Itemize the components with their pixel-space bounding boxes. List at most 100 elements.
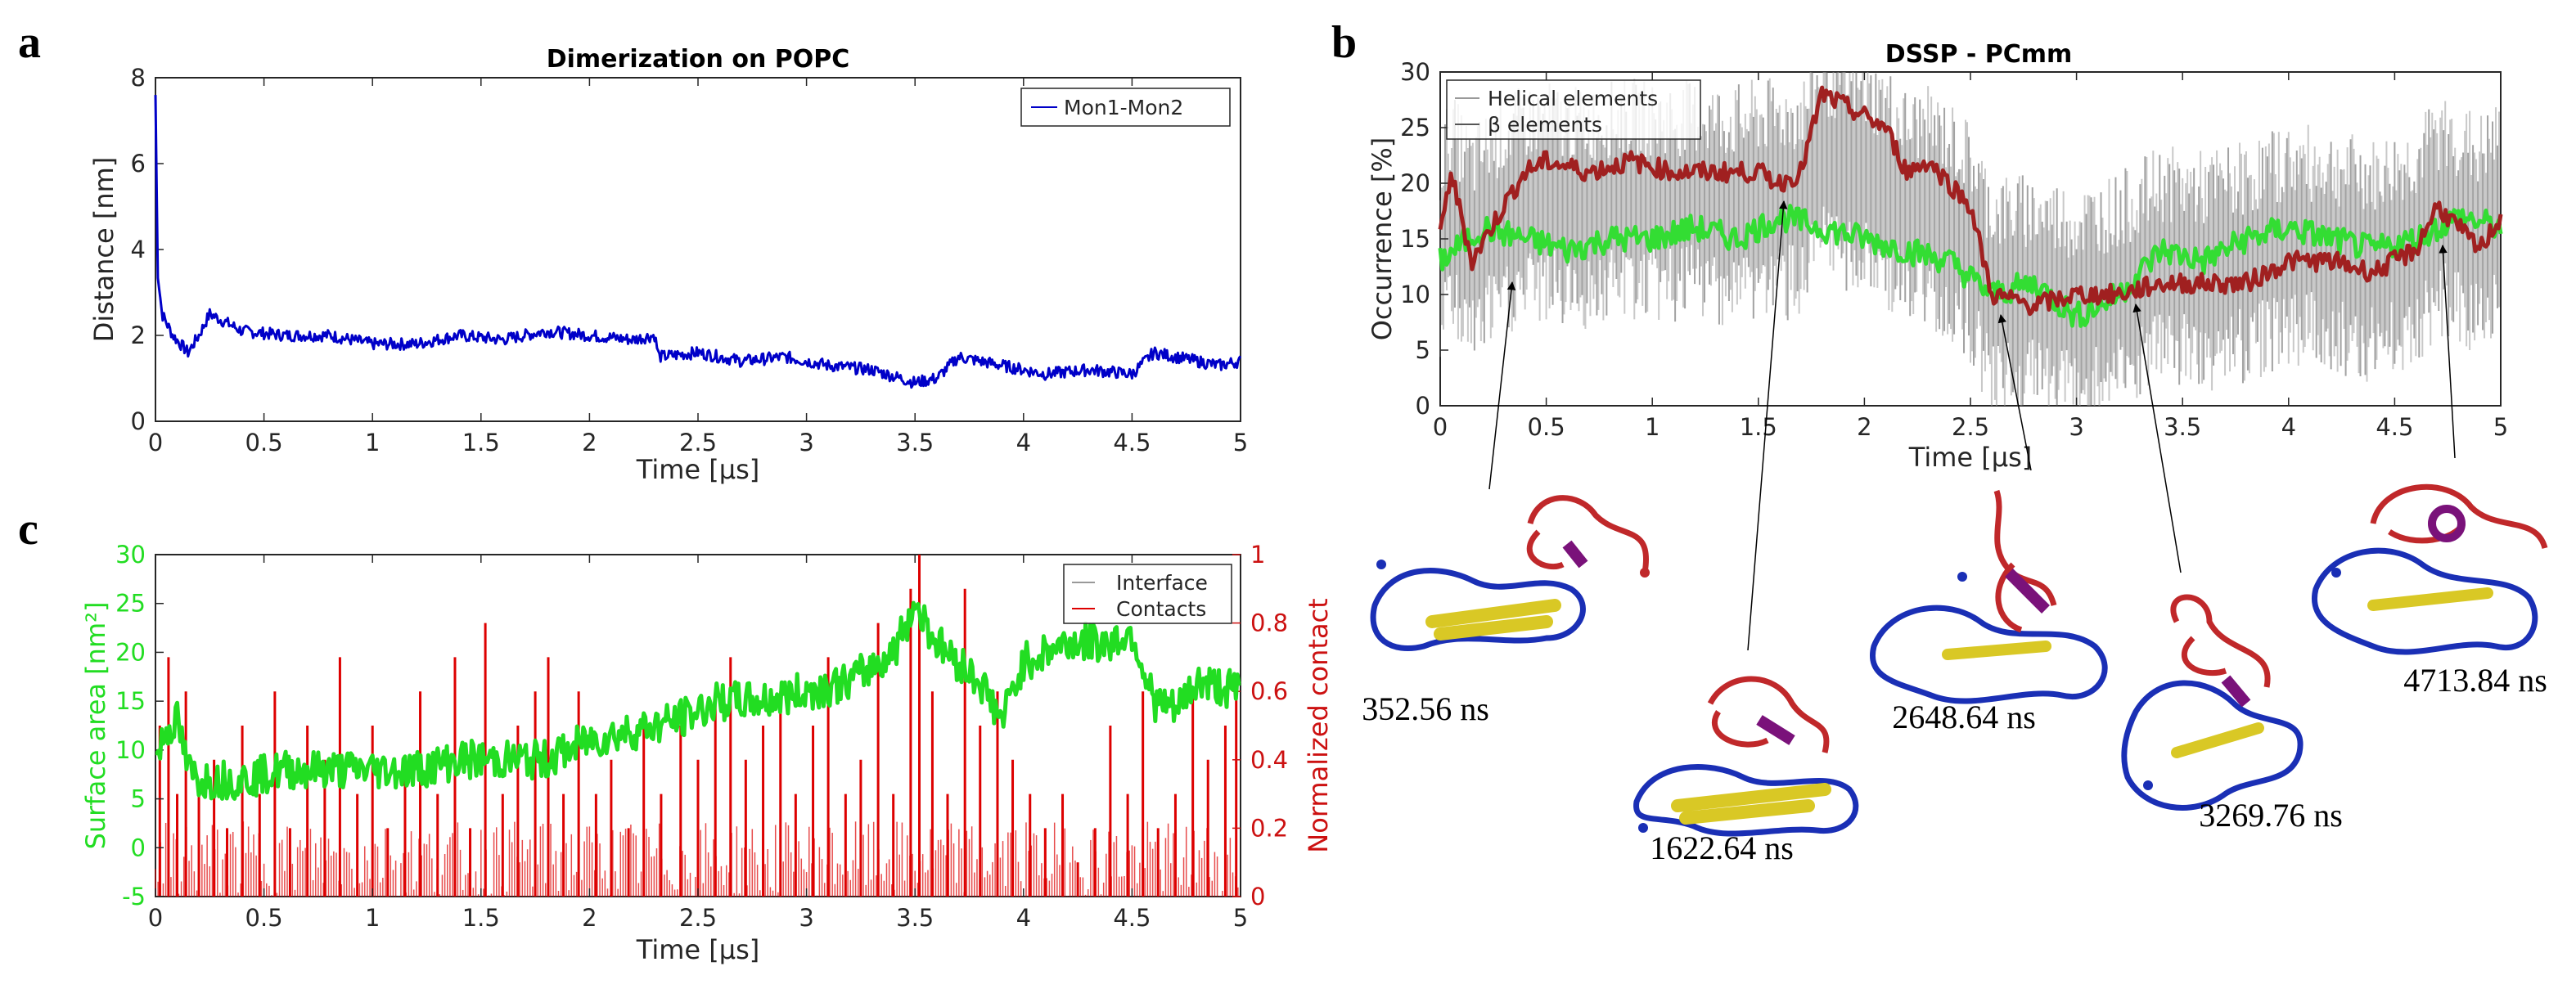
x-tick-label: 3.5 [2164,413,2201,441]
callout-label-2648: 2648.64 ns [1892,699,2036,735]
y-tick-label: 25 [1400,114,1430,142]
y-tick-label: 0 [131,834,146,861]
x-tick-label: 0.5 [245,904,283,932]
y-right-tick-label: 1 [1250,541,1265,569]
x-tick-label: 1.5 [462,429,500,456]
panel-a-series-mon1-mon2 [154,95,1242,389]
y-tick-label: 2 [131,321,146,349]
y-right-tick-label: 0.8 [1250,609,1288,637]
x-tick-label: 4.5 [1113,429,1151,456]
y-right-tick-label: 0 [1250,883,1265,910]
y-tick-label: 4 [131,236,146,263]
panel-c-legend-label-contacts: Contacts [1116,597,1206,621]
x-tick-label: 2 [1857,413,1871,441]
panel-b-chart: DSSP - PCmm 0 0.5 1 1.5 2 2.5 3 3.5 4 4.5 5 0 5 10 15… [1362,40,2548,866]
x-tick-label: 1.5 [462,904,500,932]
x-tick-label: 5 [1233,904,1248,932]
panel-a-legend: Mon1-Mon2 [1020,88,1231,127]
panel-c-legend-box [1063,564,1232,624]
y-tick-label: 15 [1400,225,1430,253]
x-tick-label: 0.5 [1528,413,1565,441]
x-tick-label: 1 [1645,413,1660,441]
panel-b-title: DSSP - PCmm [1885,40,2073,69]
x-tick-label: 2 [582,429,597,456]
y-tick-label: 0 [1416,392,1430,420]
x-tick-label: 3 [799,904,813,932]
x-tick-label: 3 [2069,413,2083,441]
callout-arrow-2648 [1997,313,2032,471]
panel-b-x-ticks: 0 0.5 1 1.5 2 2.5 3 3.5 4 4.5 5 [1433,72,2508,441]
y-tick-label: 8 [131,64,146,92]
panel-a-chart: Dimerization on POPC 0 0.5 1 1.5 2 2.5 3 3.5 4 4.… [88,45,1248,485]
x-tick-label: 1.5 [1740,413,1777,441]
x-tick-label: 5 [2493,413,2508,441]
x-tick-label: 4.5 [2376,413,2413,441]
x-tick-label: 5 [1233,429,1248,456]
panel-b-x-label: Time [μs] [1908,442,2032,473]
x-tick-label: 0 [148,429,163,456]
panel-c-legend: Interface Contacts [1063,564,1232,624]
y-tick-label: 0 [131,407,146,435]
panel-b-y-ticks: 0 5 10 15 20 25 30 [1400,58,1448,420]
panel-c-y-ticks-right: 0 0.2 0.4 0.6 0.8 1 [1232,541,1288,910]
x-tick-label: 0.5 [245,429,283,456]
panel-c-x-label: Time [μs] [636,934,759,965]
x-tick-label: 4 [1016,904,1031,932]
y-tick-label: 30 [115,541,146,569]
panel-letter-b: b [1331,17,1357,68]
y-tick-label: 25 [115,590,146,618]
x-tick-label: 2.5 [679,904,717,932]
panel-c-y-label-left: Surface area [nm²] [80,602,111,850]
panel-a-x-label: Time [μs] [636,454,759,485]
y-tick-label: 20 [115,638,146,666]
callout-arrow-4713 [2439,244,2456,459]
y-tick-label: 20 [1400,169,1430,197]
x-tick-label: 2 [582,904,597,932]
panel-a-title: Dimerization on POPC [547,45,850,74]
y-right-tick-label: 0.4 [1250,746,1288,774]
x-tick-label: 3.5 [896,904,934,932]
x-tick-label: 4 [1016,429,1031,456]
panel-a-x-ticks: 0 0.5 1 1.5 2 2.5 3 3.5 4 4.5 5 [148,78,1248,456]
panel-b-legend-label-beta: β elements [1488,113,1602,137]
x-tick-label: 4 [2281,413,2296,441]
panel-a-axes-box [155,77,1241,422]
callout-label-1622: 1622.64 ns [1650,829,1794,866]
panel-letter-c: c [18,504,38,555]
panel-letter-a: a [18,17,41,68]
protein-structure-352 [1370,495,1650,652]
panel-b-legend-label-helical: Helical elements [1488,87,1658,110]
x-tick-label: 0 [1433,413,1448,441]
callout-arrow-1622 [1747,200,1788,651]
y-right-tick-label: 0.2 [1250,814,1288,842]
protein-structure-4713 [2312,483,2548,655]
protein-structure-1622 [1633,676,1859,837]
callout-arrow-352 [1488,281,1516,490]
x-tick-label: 1 [365,904,380,932]
panel-c-y-label-right: Normalized contact [1303,598,1334,852]
panel-c-x-ticks: 0 0.5 1 1.5 2 2.5 3 3.5 4 4.5 5 [148,555,1248,932]
x-tick-label: 3.5 [896,429,934,456]
x-tick-label: 4.5 [1113,904,1151,932]
panel-b-noise-band [1439,72,2501,406]
x-tick-label: 3 [799,429,813,456]
callout-label-352: 352.56 ns [1362,690,1489,727]
panel-b-series-beta [1438,85,2503,317]
panel-b-legend-box [1446,79,1701,140]
y-right-tick-label: 0.6 [1250,677,1288,705]
callout-label-3269: 3269.76 ns [2199,797,2343,834]
y-tick-label: 30 [1400,58,1430,86]
callout-label-4713: 4713.84 ns [2403,662,2547,699]
panel-c-legend-label-interface: Interface [1116,571,1208,595]
x-tick-label: 1 [365,429,380,456]
y-tick-label: 10 [115,736,146,764]
y-tick-label: 6 [131,150,146,178]
x-tick-label: 2.5 [1952,413,1989,441]
panel-c-y-ticks-left: -5 0 5 10 15 20 25 30 [115,541,164,910]
panel-b-legend: Helical elements β elements [1446,79,1701,140]
protein-structure-2648 [1870,489,2108,704]
panel-a-y-ticks: 0 2 4 6 8 [131,64,164,435]
callout-arrow-3269 [2132,303,2182,573]
